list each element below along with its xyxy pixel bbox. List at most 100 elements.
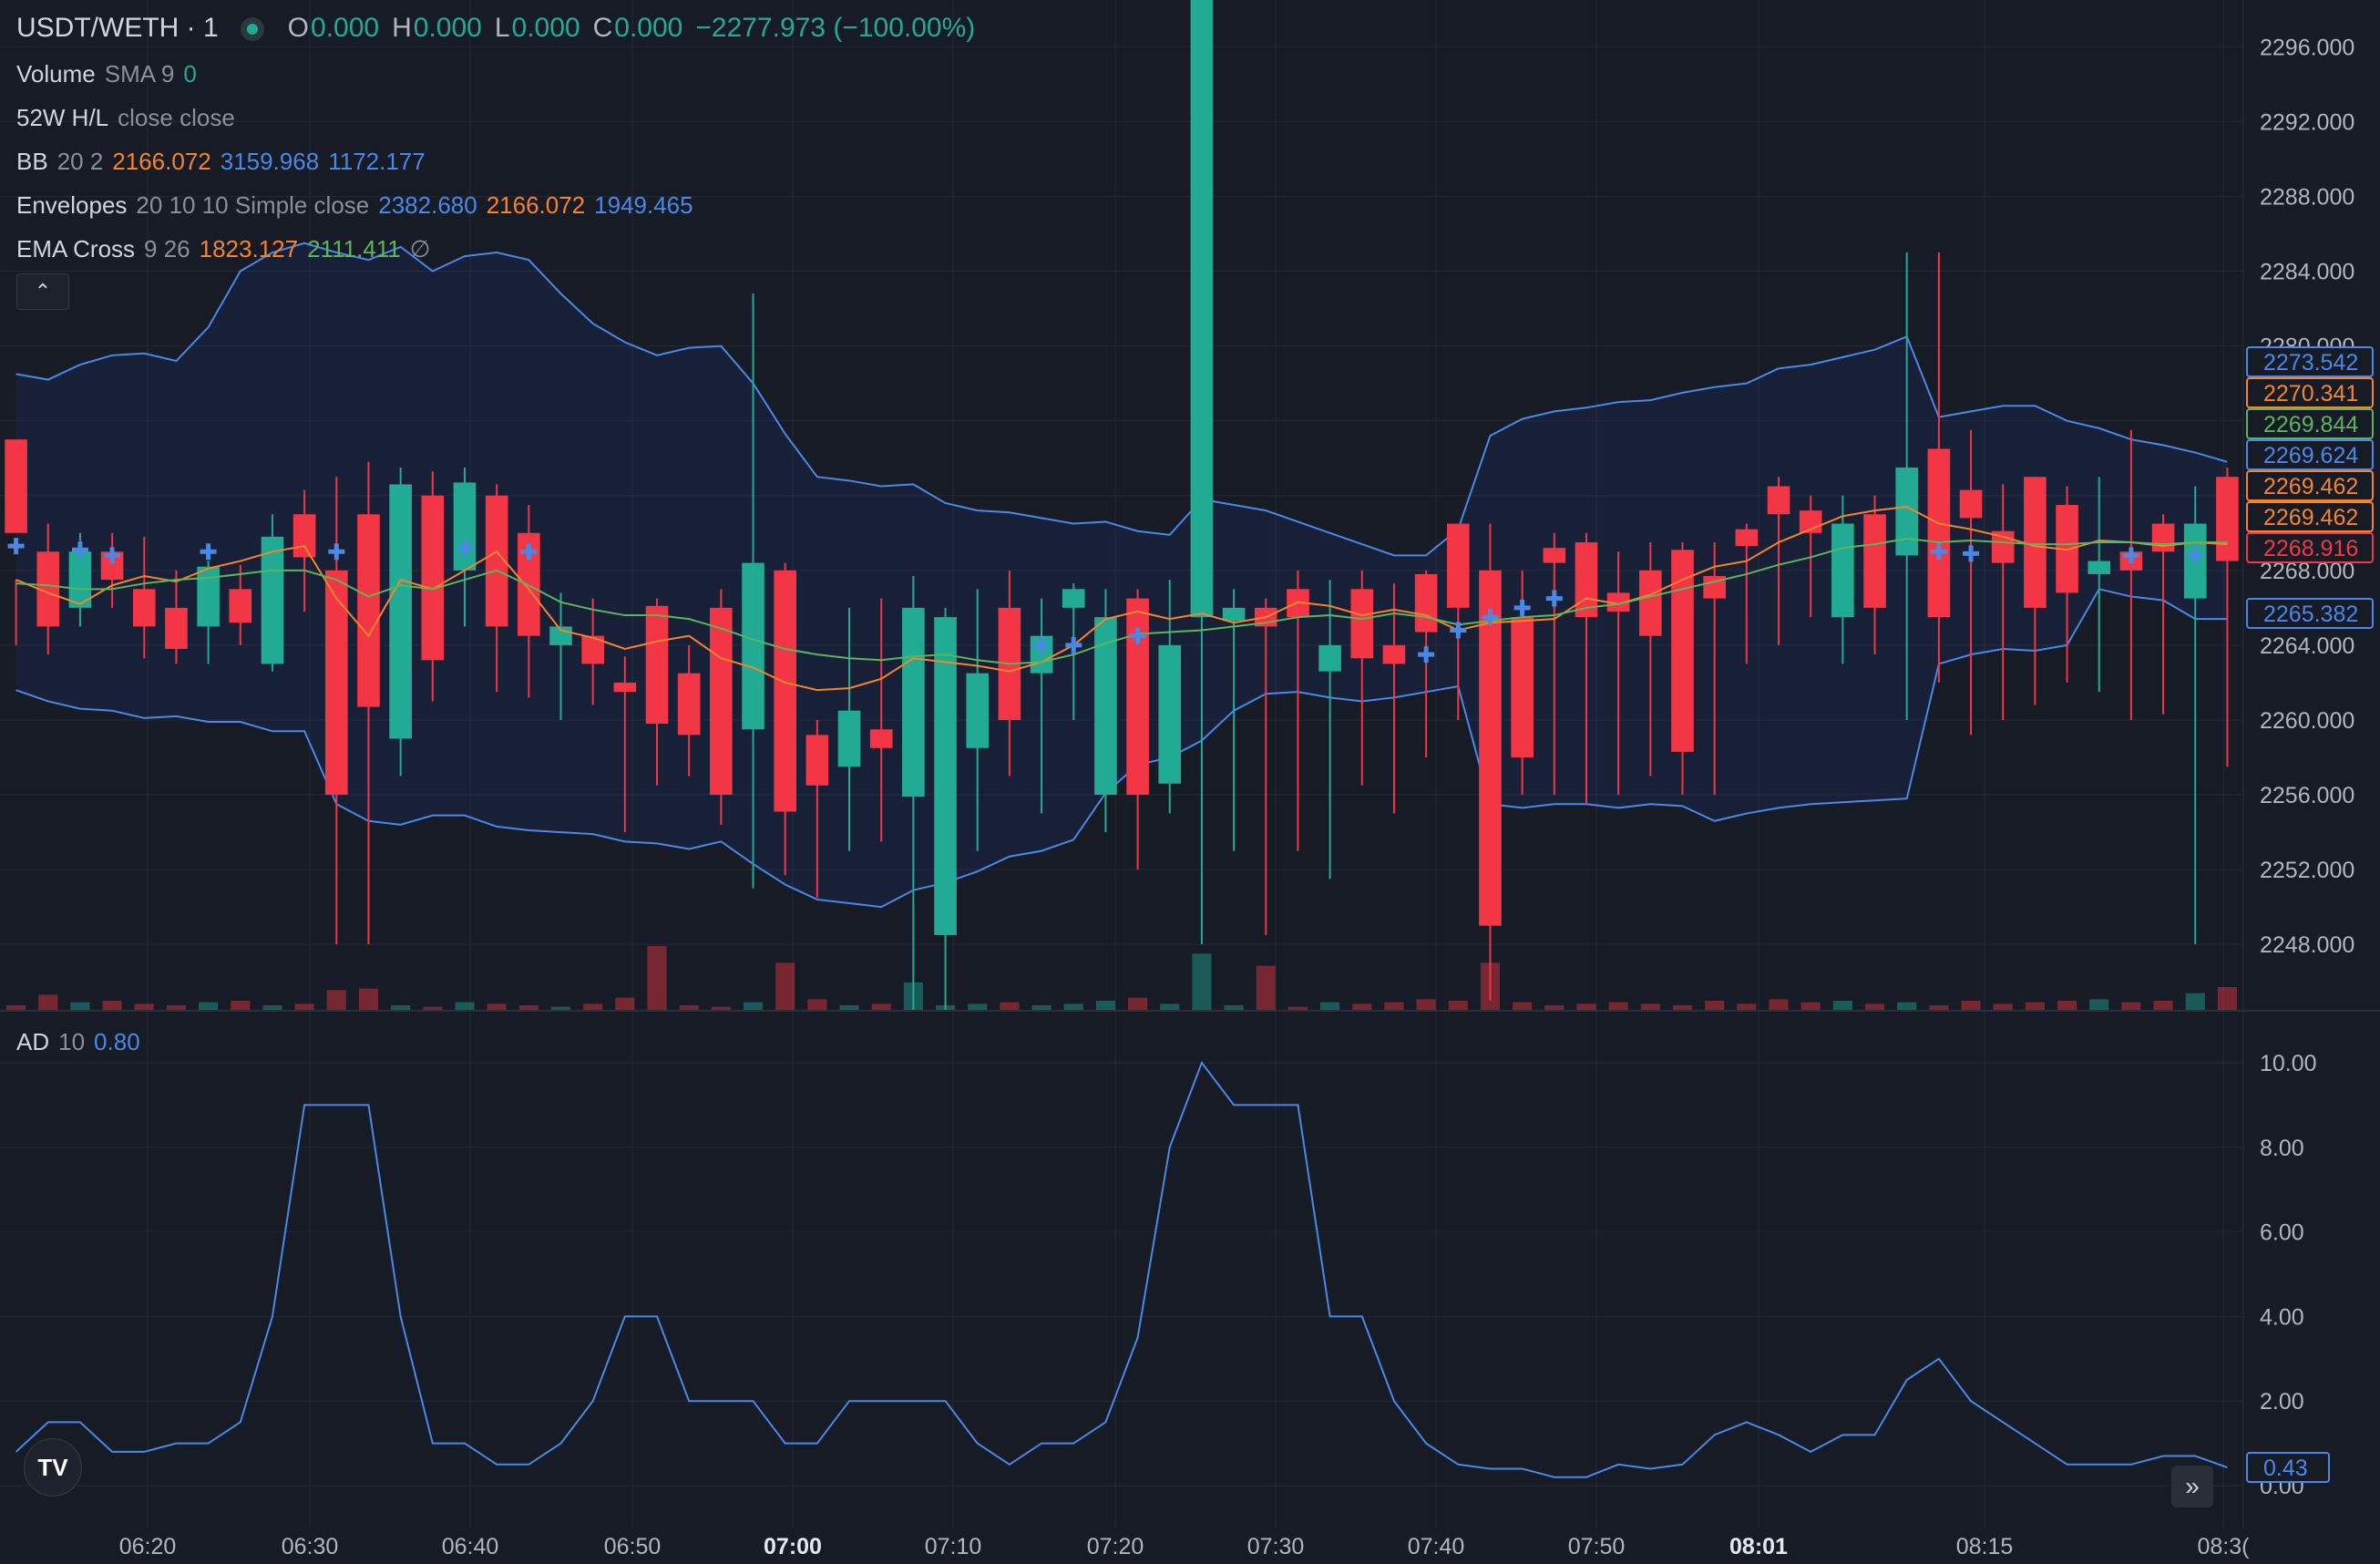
candle-body (2216, 477, 2239, 561)
price-axis[interactable]: 2296.0002292.0002288.0002284.0002280.000… (2260, 35, 2354, 1499)
price-label-box (2246, 470, 2374, 501)
price-tick-label: 2252.000 (2260, 858, 2354, 883)
volume-bar (326, 990, 346, 1010)
bb-params: 20 2 (56, 148, 104, 175)
envelopes-params: 20 10 10 Simple close (136, 191, 370, 219)
ema-fast-value: 1823.127 (199, 235, 299, 262)
volume-bar (518, 1005, 539, 1010)
volume-bar (1256, 965, 1276, 1010)
scroll-to-realtime-button[interactable]: » (2171, 1466, 2213, 1507)
volume-bar (743, 1002, 764, 1010)
candle-body (1735, 529, 1759, 547)
bb-legend[interactable]: BB 20 2 2166.072 3159.968 1172.177 (16, 146, 435, 177)
candle-body (1414, 573, 1438, 633)
candle (2216, 467, 2239, 767)
price-tick-label: 2248.000 (2260, 932, 2354, 958)
volume-bar (550, 1006, 571, 1010)
candle-body (453, 482, 477, 571)
close-label: C (592, 13, 613, 43)
volume-bar (583, 1003, 603, 1010)
ad-line (15, 1060, 2228, 1478)
candlestick-series[interactable] (5, 0, 2239, 1010)
volume-bars (6, 946, 2237, 1010)
price-labels: 2273.542 2270.341 2269.844 2269.624 2269.462… (2246, 346, 2374, 1484)
cross-marker (328, 543, 345, 561)
candle (1863, 495, 1886, 655)
price-label: 2269.844 (2246, 408, 2374, 439)
tradingview-logo-icon[interactable]: TV (24, 1438, 82, 1497)
volume-bar (1961, 1001, 1981, 1010)
time-axis[interactable]: 06:20 06:30 06:40 06:50 07:00 07:10 07:20 07:30… (119, 1534, 2250, 1559)
volume-bar (968, 1003, 988, 1010)
candle-body (742, 562, 764, 730)
cross-marker (1450, 622, 1467, 639)
ad-last-label: 0.43 (2246, 1452, 2330, 1484)
volume-bar (1929, 1005, 1949, 1010)
candle-body (774, 570, 797, 812)
volume-bar (2153, 1001, 2173, 1010)
price-tick-label: 2288.000 (2260, 184, 2354, 210)
symbol-title[interactable]: USDT/WETH · 1 (16, 13, 219, 43)
ema-cross-legend[interactable]: EMA Cross 9 26 1823.127 2111.411 ∅ (16, 233, 439, 264)
hl52-name: 52W H/L (16, 104, 109, 131)
volume-bar (231, 1001, 251, 1010)
candle (1735, 523, 1759, 664)
bb-upper-line (15, 242, 2228, 557)
candle-body (1190, 0, 1214, 618)
ema-cross-markers (7, 538, 2204, 664)
volume-bar (1640, 1003, 1660, 1010)
volume-bar (2025, 1002, 2045, 1010)
hl52-legend[interactable]: 52W H/L close close (16, 102, 244, 133)
price-label-text: 2265.382 (2263, 602, 2358, 627)
candle (229, 564, 252, 645)
envelopes-legend[interactable]: Envelopes 20 10 10 Simple close 2382.680 21… (16, 190, 703, 221)
volume-legend[interactable]: Volume SMA 9 0 (16, 58, 206, 89)
volume-params: SMA 9 (104, 60, 175, 87)
price-label: 2269.462 (2246, 501, 2374, 532)
volume-bar (711, 1006, 731, 1010)
volume-bar (2089, 999, 2109, 1010)
candle-body (710, 607, 733, 796)
candle-body (1543, 548, 1566, 563)
candle-body (2151, 523, 2175, 552)
volume-bar (1897, 1002, 1917, 1010)
cross-marker (520, 543, 538, 561)
volume-bar (1063, 1003, 1083, 1010)
candle (645, 598, 669, 786)
market-status-icon[interactable] (240, 17, 264, 42)
candle-body (869, 729, 893, 748)
cross-marker (104, 547, 121, 564)
candle-body (1927, 448, 1951, 618)
candle (1190, 0, 1214, 945)
time-tick-label: 08:3( (2198, 1534, 2251, 1559)
volume-bar (391, 1005, 411, 1010)
candle (132, 536, 156, 659)
price-label: 2269.624 (2246, 439, 2374, 470)
time-tick-label: 07:00 (764, 1534, 822, 1559)
volume-bar (1192, 953, 1212, 1010)
open-label: O (287, 13, 310, 43)
ema-slow-line (15, 537, 2228, 665)
ad-legend[interactable]: AD 10 0.80 (16, 1026, 149, 1057)
candle (1222, 589, 1246, 851)
time-tick-label: 07:40 (1408, 1534, 1465, 1559)
candle (1350, 570, 1374, 786)
price-label-text: 2269.462 (2263, 505, 2358, 530)
candle (1927, 252, 1951, 683)
candle (1382, 583, 1406, 814)
candle (1991, 484, 2015, 720)
candle-body (1511, 617, 1534, 757)
volume-bar (199, 1002, 219, 1010)
volume-bar (2217, 987, 2237, 1010)
collapse-legend-button[interactable]: ⌃ (16, 273, 69, 310)
candle-body (1446, 523, 1470, 608)
volume-bar (1320, 1002, 1340, 1010)
price-label-text: 2269.462 (2263, 474, 2358, 499)
candle (197, 561, 220, 664)
bb-name: BB (16, 148, 48, 175)
candle-body (2024, 477, 2047, 608)
candle-body (1639, 570, 1662, 636)
cross-marker (1129, 627, 1146, 644)
change-value: −2277.973 (−100.00%) (695, 13, 976, 43)
